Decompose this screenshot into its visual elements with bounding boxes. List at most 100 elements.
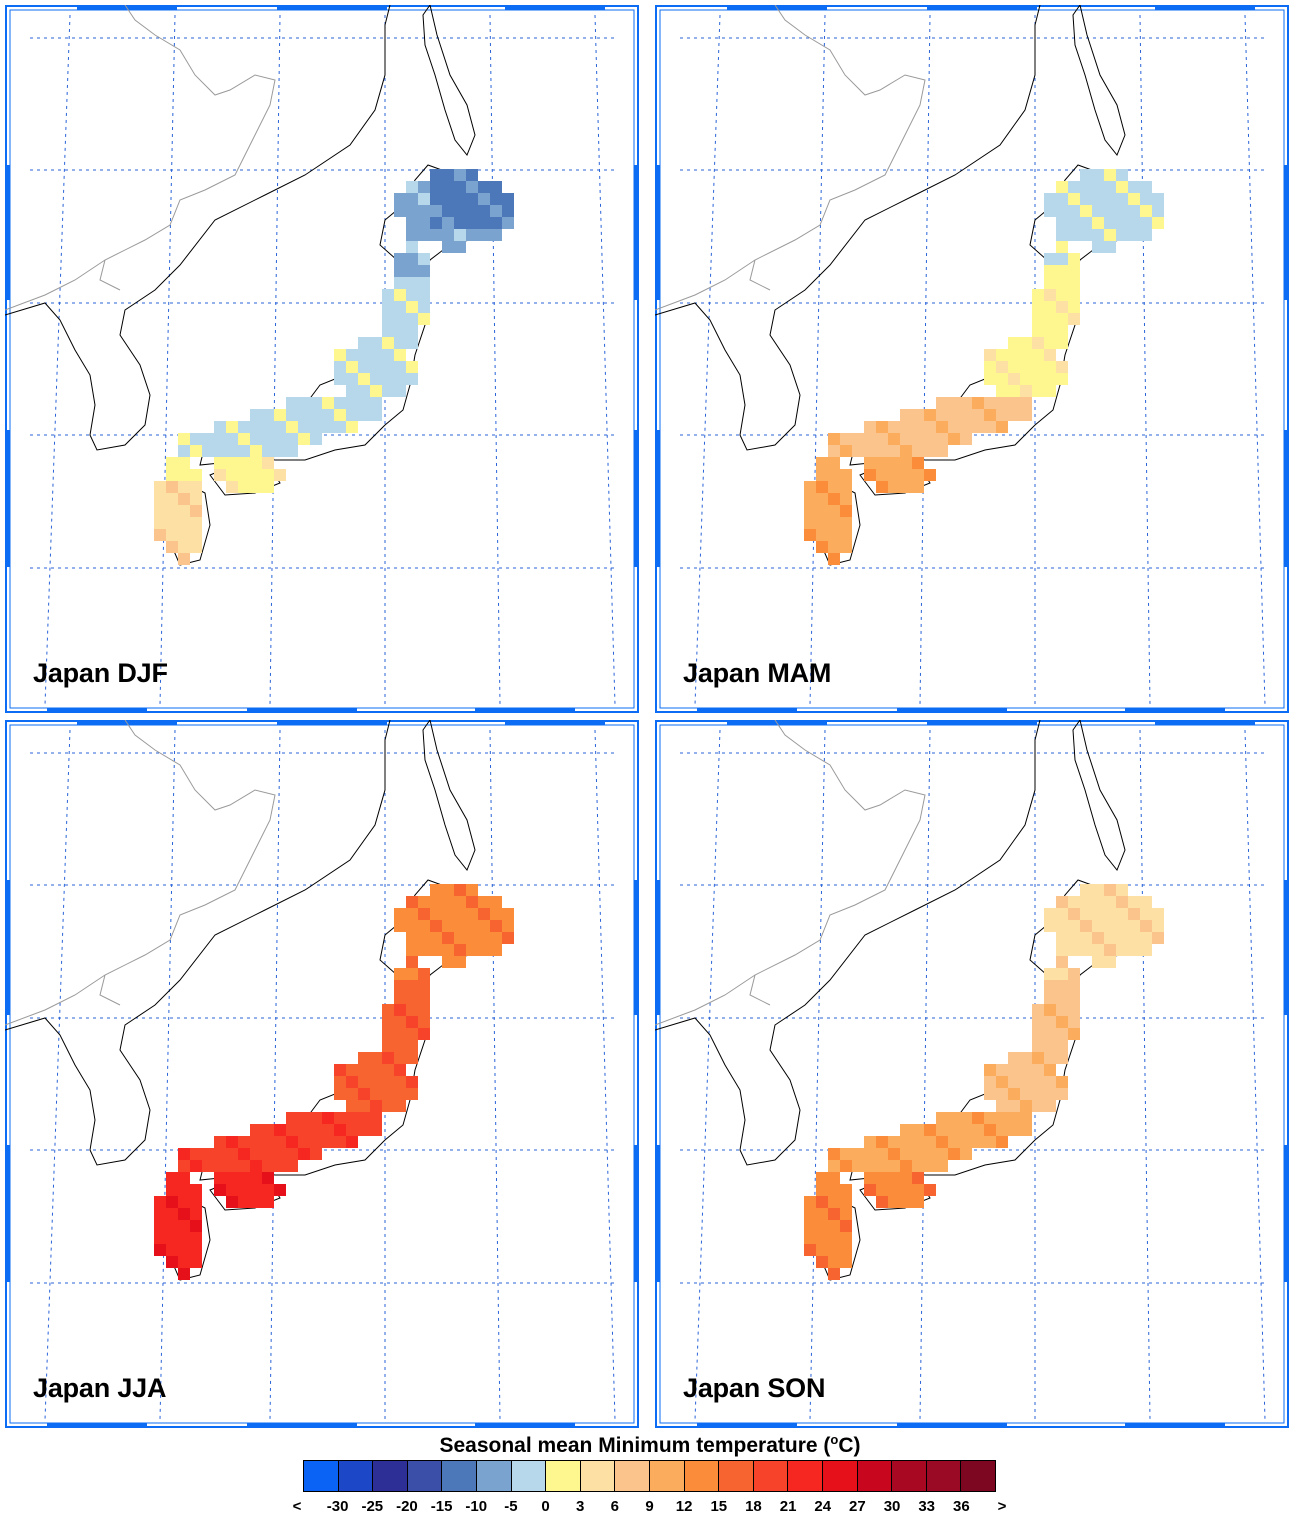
temperature-cell [274,1148,286,1160]
temperature-cell [190,481,202,493]
legend-tick-label: -5 [504,1498,518,1515]
temperature-cell [996,1124,1008,1136]
temperature-cell [1020,1088,1032,1100]
temperature-cell [358,1064,370,1076]
temperature-cell [840,481,852,493]
temperature-cell [960,1148,972,1160]
temperature-cell [1080,181,1092,193]
temperature-cell [888,445,900,457]
temperature-cell [804,1232,816,1244]
temperature-cell [1080,908,1092,920]
temperature-cell [442,932,454,944]
temperature-cell [394,1004,406,1016]
temperature-cell [900,1196,912,1208]
temperature-cell [214,457,226,469]
temperature-cell [1044,349,1056,361]
temperature-cell [1104,896,1116,908]
temperature-cell [454,920,466,932]
temperature-cell [370,349,382,361]
temperature-cell [394,325,406,337]
temperature-cell [852,433,864,445]
temperature-cell [250,1184,262,1196]
temperature-cell [1020,1112,1032,1124]
temperature-cell [912,1136,924,1148]
temperature-cell [190,433,202,445]
temperature-cell [442,884,454,896]
temperature-cell [478,944,490,956]
temperature-cell [1068,980,1080,992]
temperature-cell [1092,217,1104,229]
temperature-cell [226,457,238,469]
temperature-cell [442,229,454,241]
temperature-cell [900,481,912,493]
map-frame-outer [5,5,639,713]
temperature-cell [274,1184,286,1196]
temperature-cell [1056,361,1068,373]
temperature-cell [394,1052,406,1064]
temperature-cell [178,517,190,529]
temperature-cell [1140,908,1152,920]
temperature-cell [490,181,502,193]
temperature-cell [394,1016,406,1028]
temperature-cell [358,373,370,385]
temperature-cell [1116,205,1128,217]
temperature-cell [1068,181,1080,193]
temperature-cell [888,1172,900,1184]
temperature-cell [286,445,298,457]
color-legend-bar [303,1460,996,1492]
legend-title: Seasonal mean Minimum temperature (oC) [0,1432,1300,1458]
temperature-cell [214,1160,226,1172]
temperature-cell [166,457,178,469]
temperature-cell [960,1136,972,1148]
temperature-cell [1068,920,1080,932]
map-frame-inner [9,724,635,1424]
temperature-cell [358,1088,370,1100]
temperature-cell [394,1064,406,1076]
temperature-cell [936,397,948,409]
temperature-cell [1008,361,1020,373]
temperature-cell [238,433,250,445]
temperature-cell [214,421,226,433]
temperature-cell [382,289,394,301]
temperature-cell [418,896,430,908]
temperature-cell [1044,301,1056,313]
temperature-cell [154,1196,166,1208]
temperature-cell [888,433,900,445]
temperature-cell [178,457,190,469]
temperature-cell [394,980,406,992]
temperature-cell [346,361,358,373]
temperature-cell [154,517,166,529]
temperature-cell [190,1256,202,1268]
temperature-cell [1092,193,1104,205]
temperature-cell [394,1100,406,1112]
temperature-cell [298,1112,310,1124]
temperature-cell [816,517,828,529]
temperature-cell [418,193,430,205]
temperature-cell [1032,385,1044,397]
temperature-cell [262,457,274,469]
temperature-cell [262,1136,274,1148]
temperature-cell [888,481,900,493]
temperature-cell [1056,980,1068,992]
temperature-cell [238,1136,250,1148]
temperature-cell [1044,313,1056,325]
temperature-cell [1032,1004,1044,1016]
graticule-longitude [919,729,931,1421]
temperature-cell [190,1208,202,1220]
temperature-cell [996,409,1008,421]
temperature-cell [1068,968,1080,980]
temperature-cell [406,896,418,908]
graticule-longitude [1139,729,1151,1421]
temperature-cell [828,1148,840,1160]
temperature-cell [178,481,190,493]
temperature-cell [178,541,190,553]
temperature-cell [322,1136,334,1148]
temperature-cell [250,445,262,457]
temperature-cell [1068,301,1080,313]
temperature-cell [406,325,418,337]
temperature-cell [924,1184,936,1196]
temperature-cell [1056,289,1068,301]
temperature-cell [888,1136,900,1148]
country-border [655,5,926,311]
temperature-cell [310,1112,322,1124]
